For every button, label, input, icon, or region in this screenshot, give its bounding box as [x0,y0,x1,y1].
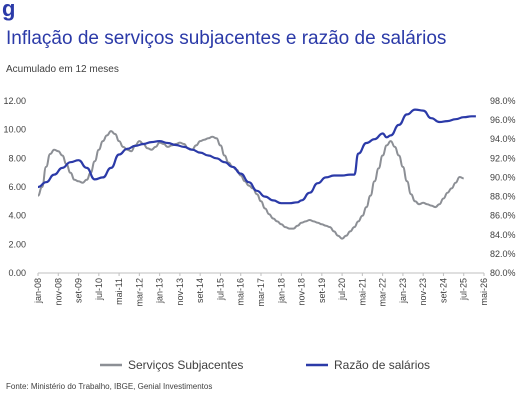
y-left-tick-label: 6.00 [8,182,26,192]
chart-axes: 0.00 2.00 4.00 6.00 8.00 10.00 12.00 80.0% 82.0%… [3,96,515,307]
chart-subtitle: Acumulado em 12 meses [6,64,119,75]
y-left-tick-label: 10.00 [3,125,26,135]
x-tick-label: mai-21 [357,278,367,306]
x-tick-label: set-19 [317,278,327,303]
x-tick-label: jul-10 [94,278,104,301]
source-note: Fonte: Ministério do Trabalho, IBGE, Gen… [6,382,213,391]
x-tick-label: nov-13 [175,278,185,306]
x-tick-label: jan-18 [276,278,286,304]
series-line-razao-salarios [37,108,476,205]
x-tick-label: jan-08 [33,278,43,304]
x-tick-label: jul-20 [337,278,347,301]
brand-logo: g [2,0,16,21]
x-tick-label: mar-22 [378,278,388,307]
y-right-tick-label: 96.0% [490,115,516,125]
x-tick-label: mar-17 [256,278,266,307]
x-tick-label: nov-23 [418,278,428,306]
y-left-tick-label: 8.00 [8,153,26,163]
x-tick-label: nov-18 [297,278,307,306]
x-tick-label: jul-25 [459,278,469,301]
legend-label: Serviços Subjacentes [128,358,243,372]
x-tick-label: jul-15 [215,278,225,301]
y-right-tick-label: 90.0% [490,172,516,182]
y-right-tick-label: 82.0% [490,249,516,259]
y-right-tick-label: 98.0% [490,96,516,106]
x-tick-label: jan-13 [155,278,165,304]
x-tick-label: set-14 [195,278,205,303]
series-line-servicos-subjacentes [37,130,464,240]
chart-series [37,108,476,240]
x-tick-label: set-24 [438,278,448,303]
x-tick-label: set-09 [74,278,84,303]
y-right-tick-label: 84.0% [490,230,516,240]
y-right-tick-label: 88.0% [490,192,516,202]
legend-label: Razão de salários [334,358,430,372]
x-tick-label: mar-12 [134,278,144,307]
y-right-tick-label: 86.0% [490,211,516,221]
y-right-tick-label: 92.0% [490,153,516,163]
chart-title: Inflação de serviços subjacentes e razão… [6,28,447,49]
y-left-tick-label: 2.00 [8,239,26,249]
x-tick-label: mai-16 [236,278,246,306]
y-left-tick-label: 0.00 [8,268,26,278]
y-left-tick-label: 12.00 [3,96,26,106]
y-right-tick-label: 80.0% [490,268,516,278]
x-tick-label: jan-23 [398,278,408,304]
y-right-tick-label: 94.0% [490,134,516,144]
y-left-tick-label: 4.00 [8,211,26,221]
x-tick-label: mai-11 [114,278,124,305]
chart-legend: Serviços Subjacentes Razão de salários [100,358,430,372]
x-tick-label: nov-08 [53,278,63,306]
x-tick-label: mai-26 [479,278,489,306]
